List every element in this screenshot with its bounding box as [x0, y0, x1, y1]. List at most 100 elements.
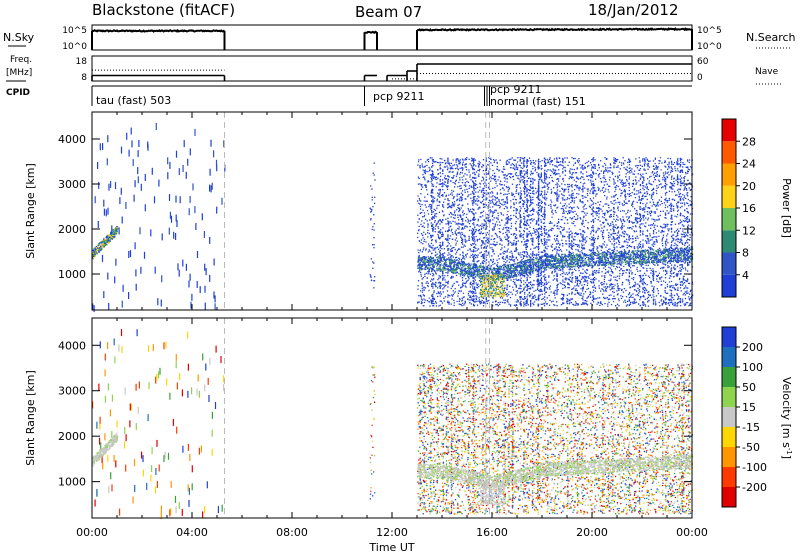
data-point	[663, 296, 665, 298]
data-point	[630, 195, 632, 197]
data-point	[530, 253, 532, 255]
data-point	[554, 193, 556, 195]
data-point	[530, 172, 532, 174]
data-point	[531, 202, 533, 204]
data-point	[587, 200, 589, 202]
data-point	[532, 179, 534, 181]
data-point	[581, 247, 583, 249]
data-point	[622, 272, 624, 275]
data-point	[587, 228, 589, 230]
data-point	[480, 278, 482, 280]
data-point	[630, 270, 632, 272]
data-point	[504, 299, 507, 301]
data-point	[373, 202, 376, 204]
data-point	[570, 230, 572, 232]
data-point	[446, 281, 448, 283]
data-point	[660, 298, 663, 301]
data-point	[661, 266, 663, 269]
data-point	[463, 258, 466, 260]
data-point	[656, 225, 658, 227]
data-point	[534, 232, 536, 234]
data-point	[477, 169, 479, 171]
data-point	[475, 257, 477, 259]
data-point	[652, 294, 654, 296]
data-point	[639, 299, 641, 301]
data-point	[110, 181, 112, 188]
data-point	[551, 210, 553, 212]
data-point	[553, 238, 556, 240]
data-point	[651, 257, 653, 259]
data-point	[459, 161, 461, 163]
data-point	[440, 175, 442, 177]
data-point	[445, 195, 447, 198]
data-point	[689, 297, 692, 299]
data-point	[597, 229, 599, 231]
data-point	[534, 254, 536, 256]
data-point	[437, 225, 439, 228]
data-point	[600, 160, 602, 162]
data-point	[603, 171, 605, 173]
data-point	[430, 235, 432, 237]
data-point	[455, 242, 457, 244]
data-point	[445, 281, 447, 283]
data-point	[432, 192, 434, 194]
data-point	[570, 210, 572, 212]
data-point	[566, 197, 569, 199]
data-point	[92, 303, 94, 311]
data-point	[512, 163, 515, 166]
data-point	[593, 187, 595, 189]
data-point	[467, 195, 469, 197]
data-point	[618, 174, 621, 176]
data-point	[566, 157, 568, 159]
data-point	[590, 184, 593, 186]
data-point	[508, 161, 510, 163]
data-point	[682, 182, 684, 184]
data-point	[491, 201, 494, 203]
data-point	[474, 279, 476, 281]
data-point	[456, 172, 459, 175]
data-point	[591, 267, 594, 269]
data-point	[615, 193, 617, 196]
data-point	[451, 298, 453, 300]
data-point	[589, 249, 591, 251]
data-point	[680, 169, 682, 171]
data-point	[441, 270, 443, 272]
data-point	[684, 297, 687, 300]
data-point	[625, 301, 627, 303]
data-point	[654, 259, 656, 261]
data-point	[451, 228, 453, 230]
data-point	[684, 163, 686, 166]
data-point	[470, 290, 472, 293]
data-point	[603, 267, 605, 269]
data-point	[602, 236, 605, 238]
data-point	[603, 170, 605, 172]
data-point	[624, 190, 626, 192]
data-point	[666, 240, 668, 242]
data-point	[590, 250, 592, 252]
data-point	[598, 216, 600, 218]
data-point	[608, 286, 611, 288]
data-point	[443, 201, 445, 203]
data-point	[497, 262, 499, 264]
data-point	[563, 284, 566, 286]
data-point	[611, 271, 613, 273]
data-point	[497, 265, 499, 267]
data-point	[586, 175, 588, 177]
data-point	[106, 235, 108, 238]
data-point	[571, 293, 573, 295]
data-point	[659, 254, 661, 256]
data-point	[584, 187, 586, 189]
data-point	[421, 165, 423, 167]
data-point	[476, 240, 478, 242]
data-point	[558, 269, 560, 271]
data-point	[680, 233, 683, 235]
data-point	[475, 250, 477, 252]
data-point	[633, 277, 635, 279]
data-point	[638, 214, 640, 216]
data-point	[610, 270, 612, 272]
data-point	[660, 196, 663, 198]
data-point	[604, 203, 606, 205]
data-point	[644, 283, 646, 285]
data-point	[604, 170, 606, 172]
data-point	[623, 200, 625, 202]
